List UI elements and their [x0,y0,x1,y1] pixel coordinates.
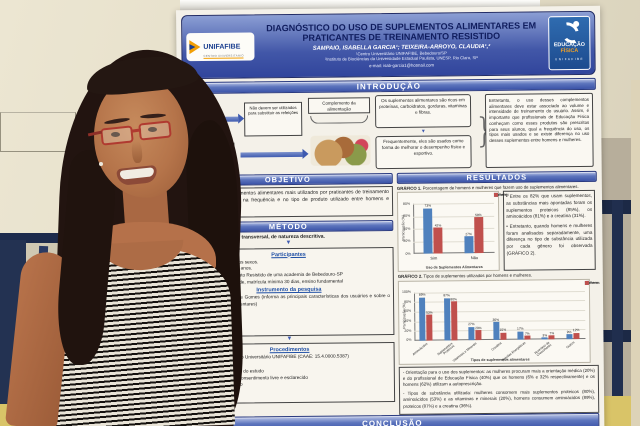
railing-top-bar [0,233,60,243]
glasses-lens [138,120,172,141]
person-earring [99,162,103,166]
person-eye [148,127,157,132]
person-eye [111,132,120,137]
wall-pillar [631,80,640,426]
glasses-lens [100,125,134,146]
window-frame-vertical [612,200,623,426]
